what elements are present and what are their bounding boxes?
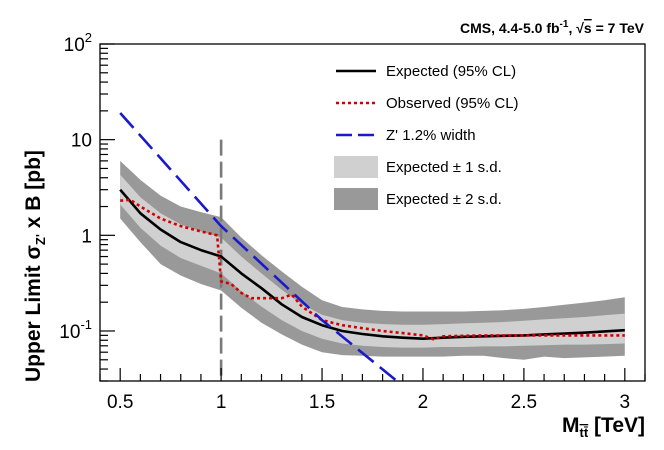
y-axis-title: Upper Limit σZ' x B [pb] (22, 150, 48, 382)
x-axis-title-unit: [TeV] (588, 414, 645, 437)
legend: Expected (95% CL) Observed (95% CL) Z' 1.2… (334, 63, 519, 210)
header-superscript: -1 (560, 19, 569, 30)
observed-limit-line (120, 198, 625, 341)
legend-label: Z' 1.2% width (386, 127, 476, 144)
legend-swatch (334, 188, 378, 210)
axis-ticks (99, 43, 646, 382)
legend-label: Expected (95% CL) (386, 63, 516, 80)
x-tick-label: 2 (418, 392, 429, 413)
legend-entry-observed: Observed (95% CL) (336, 95, 519, 112)
legend-entry-zprime: Z' 1.2% width (336, 127, 476, 144)
x-tick-labels: 0.5 1 1.5 2 2.5 3 (107, 392, 630, 413)
header-prefix: CMS, 4.4-5.0 fb (460, 20, 560, 36)
header-sep: , (568, 20, 576, 36)
x-axis-title-main: M (562, 414, 580, 437)
x-tick-label: 1.5 (309, 392, 335, 413)
x-tick-label: 3 (620, 392, 631, 413)
y-axis-title-main: Upper Limit σ (22, 245, 45, 382)
legend-swatch (334, 156, 378, 178)
x-axis-title-sub: tt̄ (580, 425, 589, 440)
plot-area (119, 112, 625, 381)
series-layer (119, 112, 625, 381)
header-sqrt-arg: s (584, 20, 592, 36)
legend-label: Expected ± 2 s.d. (386, 191, 502, 208)
y-axis-title-rest: x B [pb] (22, 150, 45, 234)
zprime-theory-line (119, 112, 399, 381)
x-tick-label: 1 (216, 392, 227, 413)
x-axis-title: Mtt̄ [TeV] (562, 414, 645, 440)
band-two-sigma (120, 160, 625, 360)
chart-header: CMS, 4.4-5.0 fb-1, √s = 7 TeV (460, 19, 645, 36)
y-tick-label: 10-1 (59, 317, 92, 343)
legend-entry-two-sigma: Expected ± 2 s.d. (334, 188, 502, 210)
x-tick-label: 0.5 (107, 392, 133, 413)
header-suffix: = 7 TeV (592, 20, 645, 36)
x-tick-label: 2.5 (511, 392, 537, 413)
y-tick-label: 10 (71, 131, 92, 152)
plot-frame (99, 43, 646, 382)
y-tick-label: 102 (64, 30, 92, 56)
y-tick-label: 1 (81, 226, 92, 247)
header-sqrt-symbol: √ (576, 20, 584, 36)
y-tick-labels: 102 10 1 10-1 (59, 30, 92, 343)
legend-label: Observed (95% CL) (386, 95, 519, 112)
legend-entry-one-sigma: Expected ± 1 s.d. (334, 156, 502, 178)
y-axis-title-sub: Z' (33, 234, 48, 245)
legend-entry-expected: Expected (95% CL) (336, 63, 516, 80)
legend-label: Expected ± 1 s.d. (386, 159, 502, 176)
